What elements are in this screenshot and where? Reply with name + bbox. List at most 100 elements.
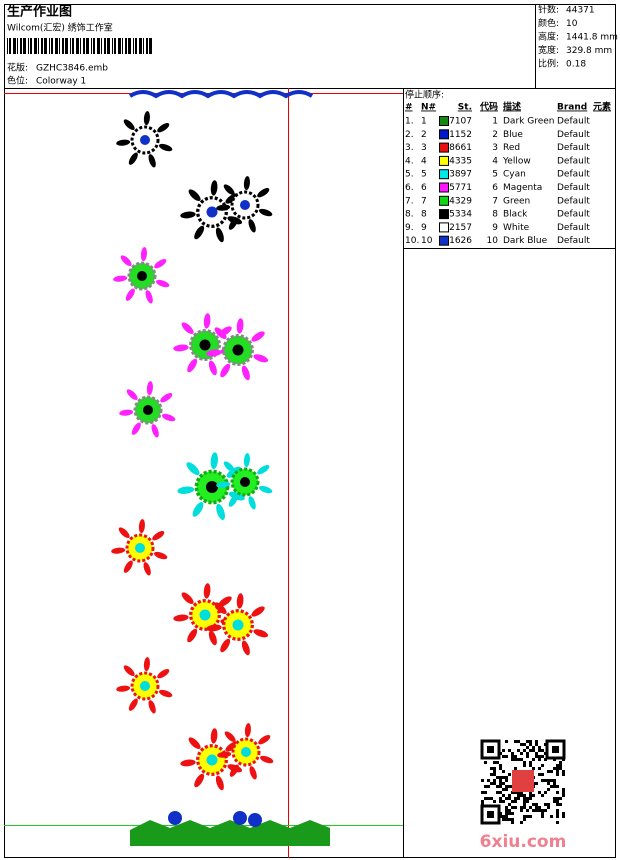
- bar: [97, 38, 100, 54]
- info-label: 针数:: [538, 4, 559, 16]
- leaf: [192, 502, 204, 517]
- qr-dot: [535, 782, 538, 785]
- qr-dot: [505, 740, 508, 743]
- leaf: [208, 630, 217, 646]
- leaf: [241, 365, 250, 381]
- column-header: Brand: [557, 103, 587, 113]
- qr-dot: [550, 785, 553, 788]
- leaf: [162, 413, 176, 422]
- cell: 9: [421, 223, 427, 233]
- qr-dot: [532, 803, 535, 806]
- qr-dot: [544, 803, 547, 806]
- bar: [38, 38, 39, 54]
- subtitle: Wilcom(汇宏) 绣饰工作室: [7, 22, 113, 34]
- qr-dot: [535, 752, 538, 755]
- qr-dot: [526, 752, 529, 755]
- qr-dot: [556, 821, 559, 824]
- qr-dot: [490, 797, 493, 800]
- bar: [133, 38, 134, 54]
- info-value: 44371: [566, 6, 595, 16]
- qr-dot: [547, 788, 550, 791]
- bar: [83, 38, 85, 54]
- qr-dot: [505, 815, 508, 818]
- qr-code: [480, 739, 566, 825]
- leaf: [181, 322, 194, 335]
- border: [4, 4, 616, 858]
- leaf: [210, 180, 218, 196]
- cell: 1: [421, 117, 427, 127]
- qr-dot: [529, 794, 532, 797]
- qr-dot: [556, 767, 559, 770]
- leaf: [220, 638, 231, 653]
- qr-dot: [505, 779, 508, 782]
- qr-dot: [529, 797, 532, 800]
- leaf: [177, 486, 195, 494]
- qr-dot: [538, 758, 541, 761]
- cell: Default: [557, 236, 590, 246]
- qr-dot: [553, 797, 556, 800]
- leaf: [143, 111, 150, 126]
- qr-dot: [487, 779, 490, 782]
- qr-dot: [556, 764, 559, 767]
- qr-dot: [520, 758, 523, 761]
- qr-dot: [541, 755, 544, 758]
- leaf: [215, 775, 224, 791]
- leaf: [228, 494, 238, 507]
- leaf: [140, 247, 147, 262]
- leaf: [154, 551, 168, 560]
- qr-dot: [523, 800, 526, 803]
- leaf: [118, 527, 130, 539]
- leaf: [194, 773, 205, 788]
- qr-dot: [508, 773, 511, 776]
- leaf: [159, 143, 173, 152]
- qr-dot: [502, 788, 505, 791]
- cell: 9: [492, 223, 498, 233]
- bud: [168, 811, 182, 825]
- qr-dot: [484, 761, 487, 764]
- leaf: [143, 657, 150, 672]
- qr-dot: [544, 791, 547, 794]
- cell: 10: [487, 236, 499, 246]
- table-title: 停止顺序:: [405, 89, 444, 101]
- qr-dot: [493, 770, 496, 773]
- column-header: #: [405, 103, 413, 113]
- center: [199, 609, 211, 621]
- qr-dot: [523, 818, 526, 821]
- qr-dot: [499, 797, 502, 800]
- qr-dot: [538, 749, 541, 752]
- bar: [104, 38, 106, 54]
- leaf: [157, 669, 170, 679]
- leaf: [116, 685, 131, 692]
- qr-dot: [511, 755, 514, 758]
- cell: Cyan: [503, 170, 526, 180]
- bar: [30, 38, 32, 54]
- bar: [125, 38, 127, 54]
- cell: 1: [492, 117, 498, 127]
- cell: Default: [557, 143, 590, 153]
- info-label: 高度:: [538, 31, 559, 43]
- leaf: [181, 592, 194, 605]
- qr-dot: [502, 794, 505, 797]
- barcode: [7, 38, 152, 54]
- cell: Default: [557, 183, 590, 193]
- cell: 5771: [449, 183, 472, 193]
- qr-dot: [493, 761, 496, 764]
- qr-dot: [562, 773, 565, 776]
- qr-dot: [499, 776, 502, 779]
- cell: 6.: [405, 183, 414, 193]
- leaf: [146, 381, 153, 396]
- qr-dot: [526, 815, 529, 818]
- qr-dot: [502, 749, 505, 752]
- qr-dot: [520, 794, 523, 797]
- qr-dot: [538, 773, 541, 776]
- qr-dot: [559, 764, 562, 767]
- cell: 3.: [405, 143, 414, 153]
- qr-dot: [526, 809, 529, 812]
- qr-dot: [523, 803, 526, 806]
- center: [232, 344, 244, 356]
- qr-dot: [511, 821, 514, 824]
- qr-dot: [523, 797, 526, 800]
- qr-dot: [496, 791, 499, 794]
- cell: 1.: [405, 117, 414, 127]
- border-wave: [128, 90, 314, 99]
